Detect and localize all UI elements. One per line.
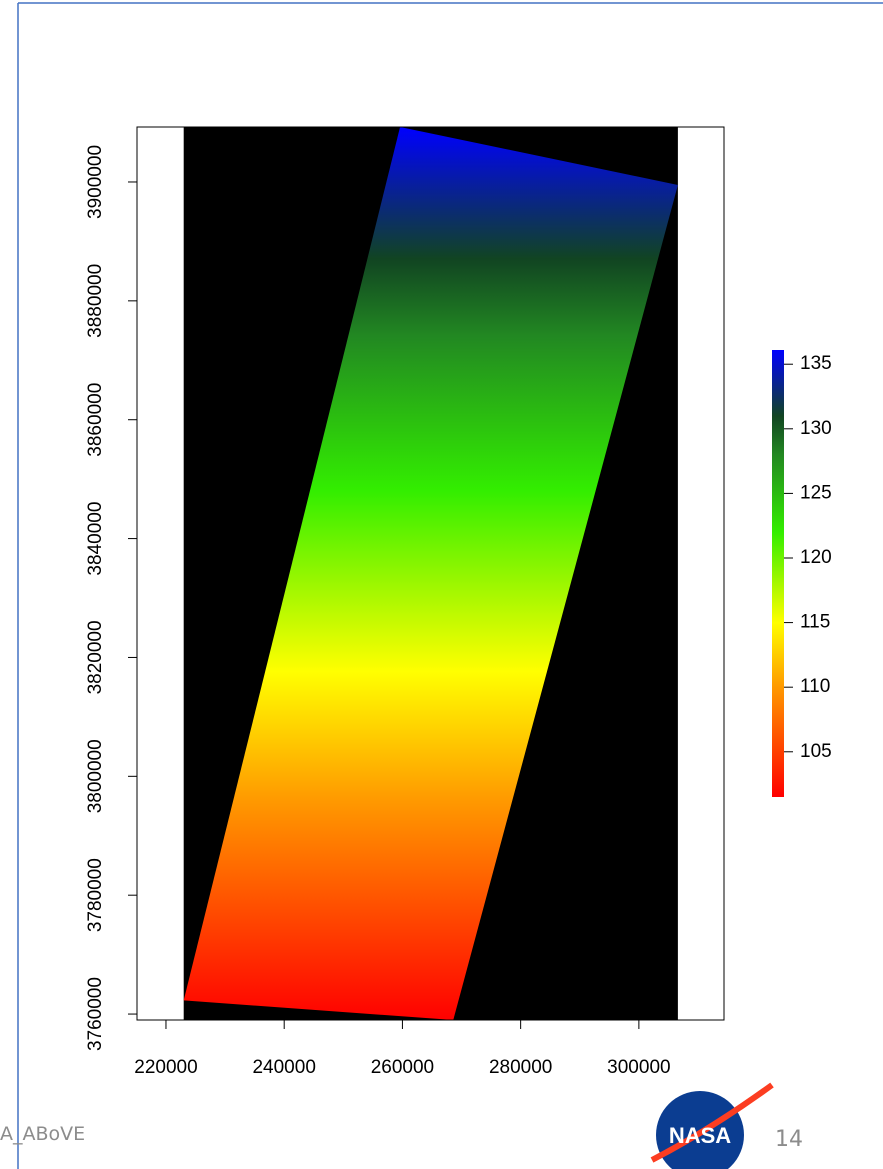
plot: 220000 240000 260000 280000 300000 3760000 378… bbox=[85, 127, 832, 1078]
y-tick-label: 3820000 bbox=[85, 620, 106, 694]
y-tick-label: 3900000 bbox=[85, 145, 106, 219]
x-tick-label: 220000 bbox=[134, 1057, 197, 1078]
colorbar-tick-label: 110 bbox=[800, 676, 830, 697]
colorbar-tick-label: 120 bbox=[800, 547, 832, 568]
x-tick-label: 280000 bbox=[489, 1057, 552, 1078]
colorbar-tick-label: 105 bbox=[800, 741, 832, 762]
y-tick-label: 3840000 bbox=[85, 502, 106, 576]
x-tick-label: 300000 bbox=[607, 1057, 670, 1078]
slide-canvas: 220000 240000 260000 280000 300000 3760000 378… bbox=[0, 0, 883, 1169]
x-tick-label: 240000 bbox=[252, 1057, 315, 1078]
y-tick-label: 3860000 bbox=[85, 383, 106, 457]
y-tick-label: 3760000 bbox=[85, 977, 106, 1051]
colorbar-tick-label: 135 bbox=[800, 353, 832, 374]
y-tick-label: 3880000 bbox=[85, 264, 106, 338]
slide: {"chart_data": {"type": "raster", "xlim"… bbox=[0, 0, 883, 1169]
nasa-logo: NASA bbox=[652, 1085, 772, 1169]
y-tick-label: 3780000 bbox=[85, 858, 106, 932]
x-tick-label: 260000 bbox=[371, 1057, 434, 1078]
colorbar-tick-label: 115 bbox=[800, 612, 830, 633]
page-number: 14 bbox=[775, 1127, 803, 1152]
colorbar-tick-label: 125 bbox=[800, 482, 832, 503]
colorbar bbox=[772, 350, 784, 797]
project-label: A_ABoVE bbox=[0, 1123, 85, 1145]
colorbar-tick-label: 130 bbox=[800, 418, 832, 439]
logo-text: NASA bbox=[669, 1123, 731, 1148]
y-tick-label: 3800000 bbox=[85, 739, 106, 813]
